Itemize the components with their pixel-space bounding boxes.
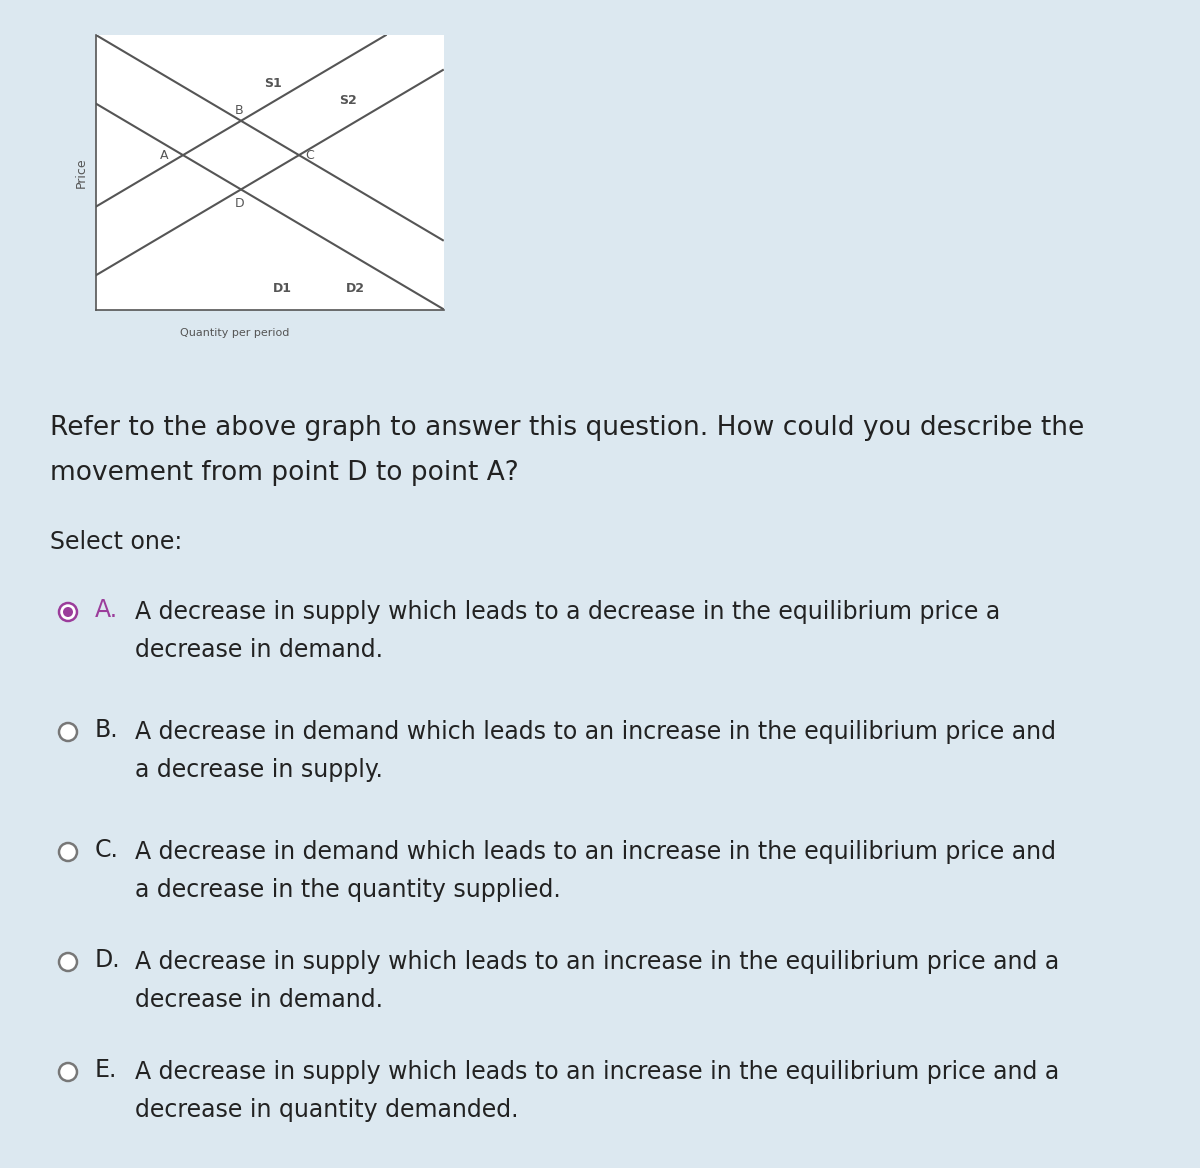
Text: A.: A. [95, 598, 118, 623]
Text: a decrease in supply.: a decrease in supply. [134, 758, 383, 783]
Text: decrease in demand.: decrease in demand. [134, 988, 383, 1011]
Text: A decrease in supply which leads to a decrease in the equilibrium price a: A decrease in supply which leads to a de… [134, 600, 1001, 624]
Text: S2: S2 [340, 93, 358, 106]
Text: E.: E. [95, 1058, 118, 1082]
Text: A decrease in supply which leads to an increase in the equilibrium price and a: A decrease in supply which leads to an i… [134, 1061, 1060, 1084]
Text: Refer to the above graph to answer this question. How could you describe the: Refer to the above graph to answer this … [50, 415, 1085, 442]
Text: B.: B. [95, 718, 119, 742]
Circle shape [59, 603, 77, 621]
Text: Quantity per period: Quantity per period [180, 328, 289, 338]
Circle shape [59, 723, 77, 741]
Text: D2: D2 [346, 283, 365, 296]
Text: B: B [235, 104, 244, 117]
Text: D.: D. [95, 948, 121, 972]
Circle shape [59, 843, 77, 861]
Circle shape [59, 953, 77, 971]
Text: A: A [160, 148, 168, 161]
Text: C.: C. [95, 837, 119, 862]
Text: S1: S1 [264, 77, 282, 90]
Text: Price: Price [74, 157, 88, 188]
Text: decrease in demand.: decrease in demand. [134, 638, 383, 662]
Text: D: D [235, 196, 245, 209]
Text: A decrease in demand which leads to an increase in the equilibrium price and: A decrease in demand which leads to an i… [134, 840, 1056, 864]
Text: D1: D1 [272, 283, 292, 296]
Circle shape [59, 1063, 77, 1082]
Circle shape [64, 607, 73, 617]
Text: a decrease in the quantity supplied.: a decrease in the quantity supplied. [134, 878, 560, 902]
Text: Select one:: Select one: [50, 530, 182, 554]
Text: C: C [305, 148, 313, 161]
Text: A decrease in demand which leads to an increase in the equilibrium price and: A decrease in demand which leads to an i… [134, 719, 1056, 744]
Text: A decrease in supply which leads to an increase in the equilibrium price and a: A decrease in supply which leads to an i… [134, 950, 1060, 974]
Text: decrease in quantity demanded.: decrease in quantity demanded. [134, 1098, 518, 1122]
Text: movement from point D to point A?: movement from point D to point A? [50, 460, 518, 486]
